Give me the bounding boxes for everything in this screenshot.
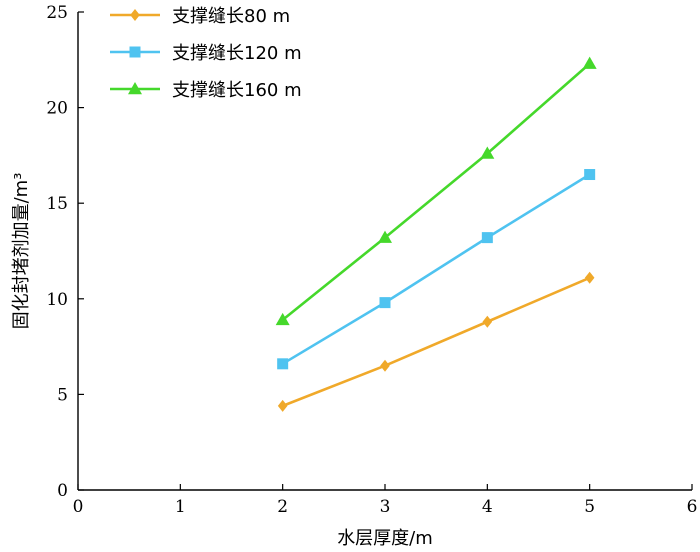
y-tick-label: 0 — [57, 481, 68, 501]
y-tick-label: 10 — [46, 290, 68, 310]
data-point — [379, 297, 391, 309]
x-tick-label: 6 — [687, 497, 698, 517]
series-line — [282, 276, 591, 408]
x-ticks: 0 1 2 3 4 5 6 — [73, 484, 698, 517]
y-tick-label: 25 — [46, 3, 68, 23]
data-point — [378, 230, 392, 243]
y-tick-label: 15 — [46, 194, 68, 214]
x-axis-title: 水层厚度/m — [337, 528, 433, 549]
x-tick-label: 0 — [73, 497, 84, 517]
data-point — [480, 146, 495, 159]
data-point — [584, 169, 596, 181]
series-1 — [277, 271, 595, 412]
legend-marker — [129, 46, 141, 58]
x-tick-label: 2 — [277, 497, 288, 517]
x-tick-label: 1 — [175, 497, 186, 517]
data-point — [582, 56, 597, 69]
series-2 — [277, 169, 596, 370]
series-3 — [275, 56, 597, 326]
data-point — [277, 399, 288, 412]
legend-label: 支撑缝长120 m — [172, 43, 302, 64]
data-point — [584, 271, 595, 284]
series-layer — [275, 56, 597, 412]
legend-entry: 支撑缝长80 m — [110, 6, 290, 27]
series-line — [281, 173, 591, 365]
x-tick-label: 4 — [482, 497, 493, 517]
y-axis-title: 固化封堵剂加量/m³ — [11, 173, 32, 330]
legend-marker — [128, 82, 142, 95]
data-point — [482, 315, 493, 328]
legend-label: 支撑缝长160 m — [172, 80, 302, 101]
legend-label: 支撑缝长80 m — [172, 6, 290, 27]
y-tick-label: 20 — [46, 99, 68, 119]
data-point — [481, 232, 493, 244]
data-point — [277, 358, 289, 370]
legend: 支撑缝长80 m 支撑缝长120 m 支撑缝长160 m — [110, 6, 302, 101]
legend-entry: 支撑缝长120 m — [110, 43, 302, 64]
x-tick-label: 5 — [584, 497, 595, 517]
series-line — [281, 62, 591, 321]
y-ticks: 0 5 10 15 20 25 — [46, 3, 84, 501]
y-tick-label: 5 — [57, 385, 68, 405]
data-point — [380, 359, 390, 372]
legend-entry: 支撑缝长160 m — [110, 80, 302, 101]
x-tick-label: 3 — [380, 497, 391, 517]
axes — [77, 12, 692, 491]
data-point — [275, 312, 290, 326]
legend-marker — [130, 9, 140, 21]
